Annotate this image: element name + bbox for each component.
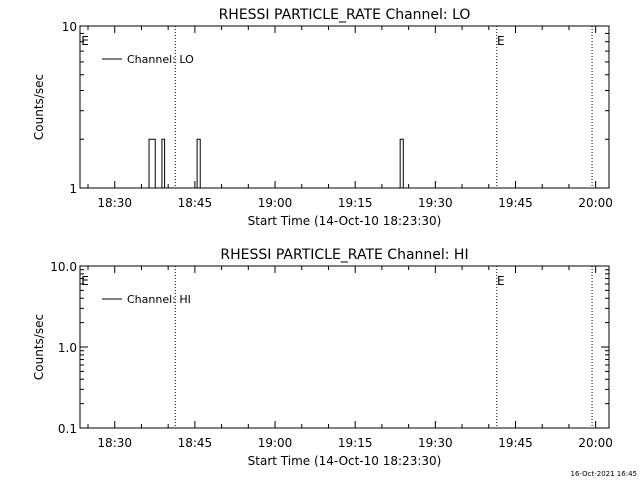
- y-tick-label: 1: [69, 182, 77, 196]
- event-marker-label: E: [497, 34, 505, 48]
- y-axis-label: Counts/sec: [32, 314, 46, 380]
- chart-title: RHESSI PARTICLE_RATE Channel: LO: [219, 7, 471, 23]
- chart-panel-1: RHESSI PARTICLE_RATE Channel: LO Start Ti…: [32, 7, 613, 228]
- x-tick-label: 18:45: [178, 196, 213, 210]
- x-tick-label: 19:15: [338, 436, 373, 450]
- x-tick-label: 18:30: [97, 196, 132, 210]
- y-tick-label: 10.0: [50, 260, 77, 274]
- x-tick-label: 19:30: [418, 436, 453, 450]
- y-tick-label: 1.0: [58, 341, 77, 355]
- x-tick-label: 18:30: [97, 436, 132, 450]
- plot-frame: [79, 25, 610, 189]
- y-axis-label: Counts/sec: [32, 74, 46, 140]
- chart-title: RHESSI PARTICLE_RATE Channel: HI: [220, 247, 468, 263]
- chart-panel-2: RHESSI PARTICLE_RATE Channel: HI Start Ti…: [32, 247, 613, 468]
- event-marker-label: E: [81, 274, 89, 288]
- event-marker-label: E: [497, 274, 505, 288]
- y-tick-label: 0.1: [58, 422, 77, 436]
- x-axis-label: Start Time (14-Oct-10 18:23:30): [248, 214, 442, 228]
- footer-timestamp: 16-Oct-2021 16:45: [571, 470, 637, 478]
- x-tick-label: 19:30: [418, 196, 453, 210]
- plot-frame: [79, 265, 610, 429]
- x-tick-label: 19:45: [498, 196, 533, 210]
- legend-label: Channel: LO: [127, 53, 194, 66]
- y-tick-label: 10: [62, 20, 77, 34]
- x-tick-label: 20:00: [578, 196, 613, 210]
- x-tick-label: 19:00: [258, 196, 293, 210]
- x-axis-label: Start Time (14-Oct-10 18:23:30): [248, 454, 442, 468]
- x-tick-label: 19:45: [498, 436, 533, 450]
- x-tick-label: 18:45: [178, 436, 213, 450]
- x-tick-label: 19:00: [258, 436, 293, 450]
- series-line: [146, 138, 404, 189]
- event-marker-label: E: [81, 34, 89, 48]
- x-tick-label: 19:15: [338, 196, 373, 210]
- legend-label: Channel: HI: [127, 293, 191, 306]
- x-tick-label: 20:00: [578, 436, 613, 450]
